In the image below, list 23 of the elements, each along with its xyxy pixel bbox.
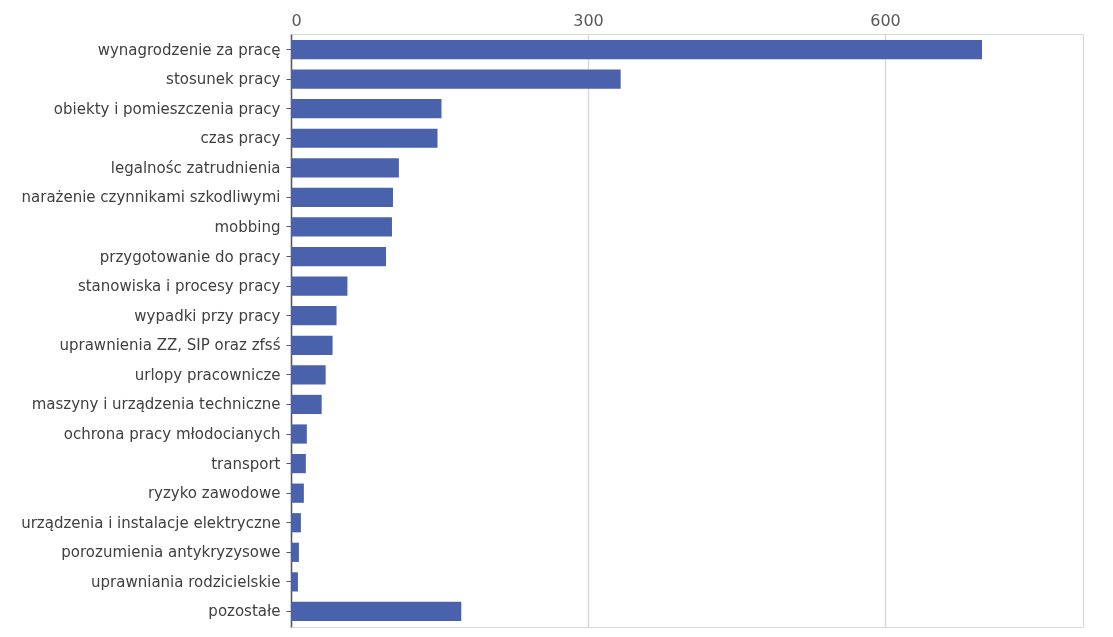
y-tick-label: mobbing xyxy=(214,217,281,236)
y-tick-label: ochrona pracy młodocianych xyxy=(63,425,281,444)
y-tick-label: urządzenia i instalacje elektryczne xyxy=(21,513,281,532)
y-tick-label: obiekty i pomieszczenia pracy xyxy=(53,99,281,118)
y-tick-label: stosunek pracy xyxy=(166,70,281,89)
y-tick-label: transport xyxy=(211,454,281,473)
y-tick-label: wypadki przy pracy xyxy=(134,306,281,325)
y-tick-label: ryzyko zawodowe xyxy=(147,484,281,503)
y-tick-label: urlopy pracownicze xyxy=(134,365,281,384)
y-tick-label: pozostałe xyxy=(208,602,281,621)
y-tick-label: porozumienia antykryzysowe xyxy=(61,543,281,562)
x-tick-label: 0 xyxy=(291,10,302,30)
y-tick-label: narażenie czynnikami szkodliwymi xyxy=(21,188,281,207)
y-tick-label: wynagrodzenie za pracę xyxy=(97,40,281,59)
y-tick-label: maszyny i urządzenia techniczne xyxy=(31,395,281,414)
y-tick-label: uprawnienia ZZ, SIP oraz zfsś xyxy=(59,336,281,355)
y-tick-label: czas pracy xyxy=(200,129,281,148)
y-tick-label: stanowiska i procesy pracy xyxy=(77,277,281,296)
y-tick-label: przygotowanie do pracy xyxy=(99,247,281,266)
y-tick-label: uprawniania rodzicielskie xyxy=(91,572,281,591)
x-tick-label: 600 xyxy=(870,10,901,30)
x-tick-label: 300 xyxy=(573,10,604,30)
y-tick-label: legalnośc zatrudnienia xyxy=(110,158,281,177)
